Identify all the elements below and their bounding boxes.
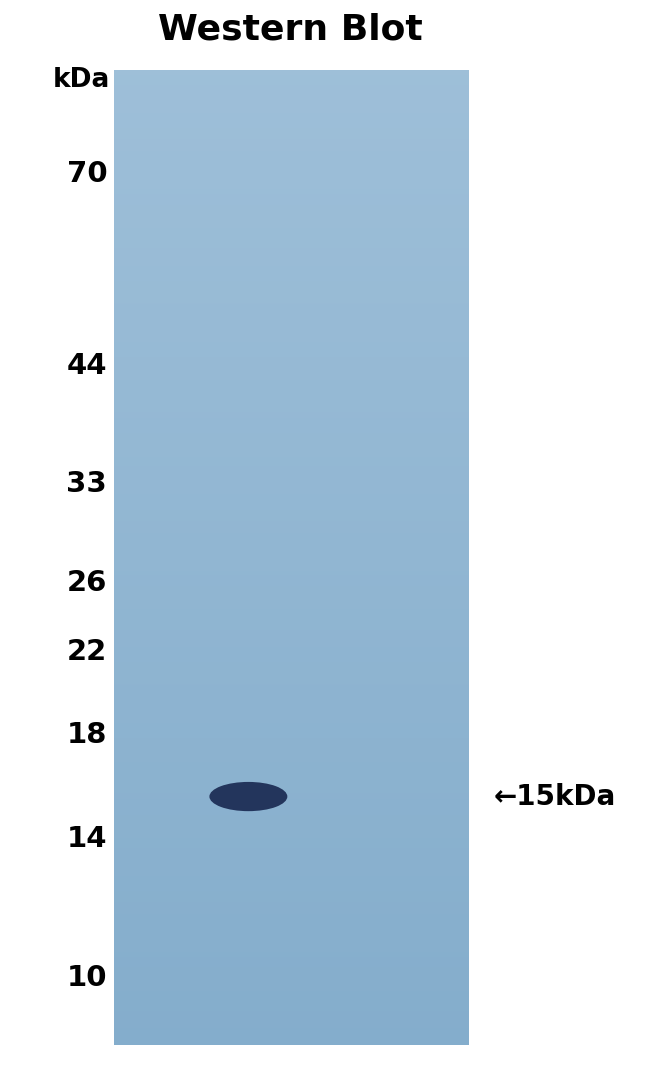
- Text: 14: 14: [67, 825, 107, 853]
- Text: ←15kDa: ←15kDa: [494, 783, 616, 811]
- Text: 18: 18: [67, 721, 107, 749]
- Text: Western Blot: Western Blot: [159, 12, 423, 46]
- Text: 22: 22: [67, 638, 107, 666]
- Text: 26: 26: [67, 569, 107, 597]
- Text: kDa: kDa: [53, 67, 110, 93]
- Text: 33: 33: [66, 471, 107, 499]
- Text: 10: 10: [67, 964, 107, 992]
- Text: 70: 70: [66, 159, 107, 187]
- Ellipse shape: [209, 782, 287, 811]
- Text: 44: 44: [67, 351, 107, 379]
